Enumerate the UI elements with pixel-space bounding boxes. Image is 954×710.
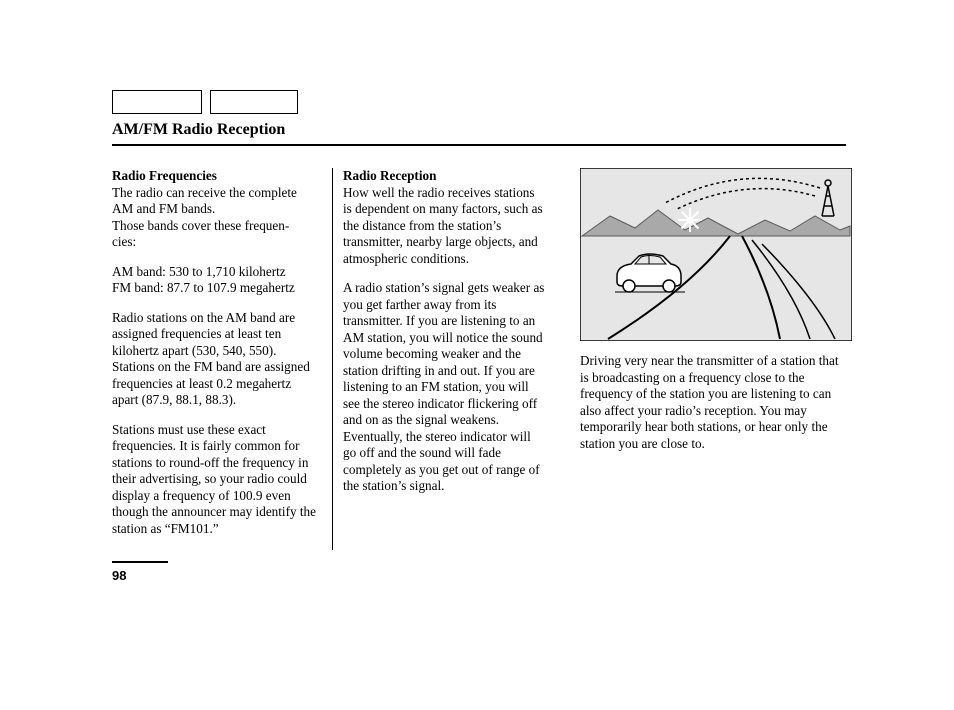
illustration (580, 168, 852, 341)
page-title: AM/FM Radio Reception (112, 121, 285, 139)
header-boxes (112, 90, 298, 114)
col2-heading: Radio Reception (343, 168, 436, 183)
title-rule (112, 144, 846, 146)
col1-p7: Stations must use these exact frequencie… (112, 422, 318, 538)
column-3: Driving very near the transmitter of a s… (560, 168, 850, 550)
col2-p2: A radio station’s signal gets weaker as … (343, 280, 546, 495)
col1-p4: AM band: 530 to 1,710 kilohertz (112, 264, 286, 279)
col1-p6: Radio stations on the AM band are assign… (112, 310, 318, 409)
column-1: Radio Frequencies The radio can receive … (112, 168, 332, 550)
col1-p5: FM band: 87.7 to 107.9 megahertz (112, 280, 295, 295)
col2-p1: How well the radio receives stations is … (343, 185, 543, 266)
col1-heading: Radio Frequencies (112, 168, 217, 183)
footer-rule (112, 561, 168, 563)
header-box-1 (112, 90, 202, 114)
header-box-2 (210, 90, 298, 114)
page: AM/FM Radio Reception Radio Frequencies … (0, 0, 954, 710)
col1-p2: Those bands cover these frequen- (112, 218, 289, 233)
body-columns: Radio Frequencies The radio can receive … (112, 168, 850, 550)
page-number: 98 (112, 568, 126, 583)
column-2: Radio Reception How well the radio recei… (332, 168, 560, 550)
col3-p1: Driving very near the transmitter of a s… (580, 353, 850, 452)
col1-p1: The radio can receive the complete AM an… (112, 185, 297, 217)
col1-p3: cies: (112, 234, 136, 249)
